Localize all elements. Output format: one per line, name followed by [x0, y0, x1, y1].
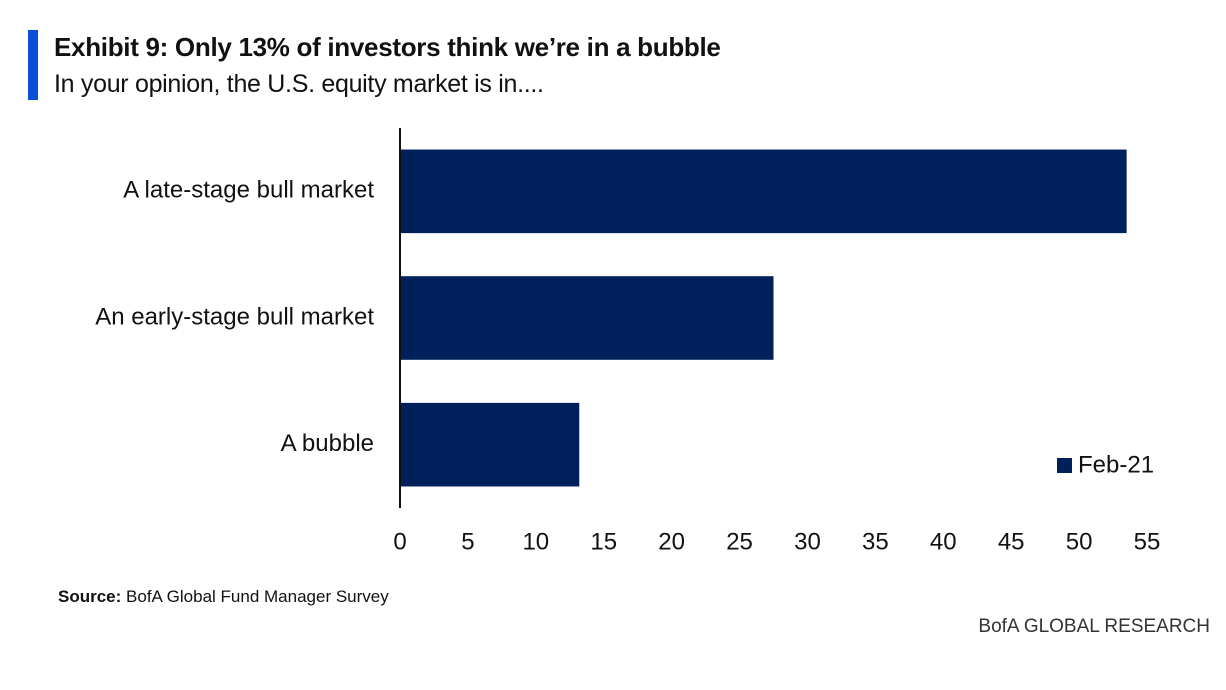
- x-tick-label: 35: [862, 528, 889, 555]
- x-tick-label: 30: [794, 528, 821, 555]
- x-tick-label: 55: [1134, 528, 1161, 555]
- x-tick-label: 0: [393, 528, 406, 555]
- x-tick-label: 15: [590, 528, 617, 555]
- bar: [400, 149, 1127, 234]
- brand-label: BofA GLOBAL RESEARCH: [978, 616, 1210, 637]
- legend-label: Feb-21: [1078, 451, 1154, 478]
- accent-bar: [28, 30, 38, 100]
- x-tick-label: 50: [1066, 528, 1093, 555]
- chart-title: Exhibit 9: Only 13% of investors think w…: [54, 32, 721, 62]
- source-note: Source: BofA Global Fund Manager Survey: [58, 587, 389, 607]
- legend-swatch: [1057, 458, 1072, 473]
- bar: [400, 276, 774, 360]
- category-label: An early-stage bull market: [95, 303, 374, 330]
- x-tick-label: 20: [658, 528, 685, 555]
- source-label: Source:: [58, 587, 122, 606]
- x-tick-label: 5: [461, 528, 474, 555]
- category-label: A late-stage bull market: [123, 177, 374, 204]
- x-tick-label: 25: [726, 528, 753, 555]
- category-label: A bubble: [281, 430, 374, 457]
- x-tick-label: 45: [998, 528, 1025, 555]
- source-text: BofA Global Fund Manager Survey: [126, 587, 389, 606]
- x-tick-label: 40: [930, 528, 957, 555]
- bar: [400, 402, 580, 487]
- x-tick-label: 10: [522, 528, 549, 555]
- chart-subtitle: In your opinion, the U.S. equity market …: [54, 70, 544, 98]
